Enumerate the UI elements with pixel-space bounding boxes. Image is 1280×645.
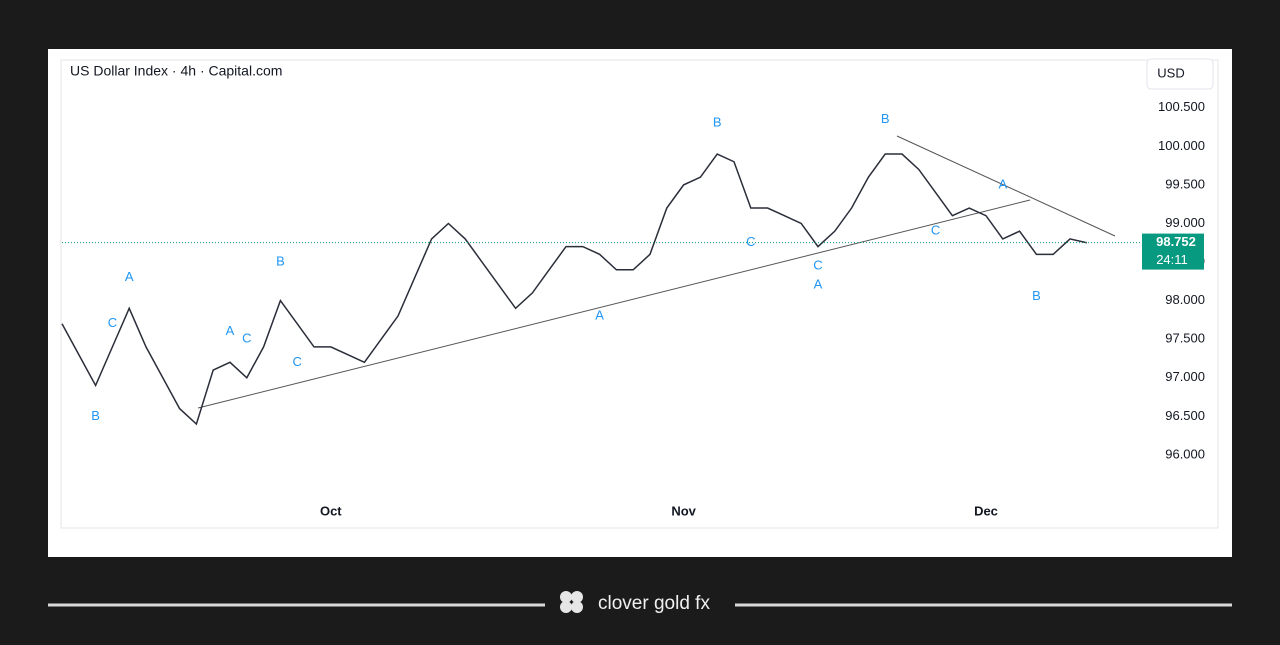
wave-label: A <box>998 176 1007 191</box>
wave-label: C <box>108 315 117 330</box>
wave-label: B <box>1032 288 1041 303</box>
chart-title: US Dollar Index · 4h · Capital.com <box>70 63 282 79</box>
wave-label: C <box>746 234 755 249</box>
y-tick-label: 96.000 <box>1165 446 1205 461</box>
clover-icon <box>560 591 583 613</box>
y-tick-label: 100.500 <box>1158 99 1205 114</box>
wave-label: C <box>931 223 940 238</box>
y-tick-label: 100.000 <box>1158 138 1205 153</box>
wave-label: A <box>226 323 235 338</box>
x-tick-label: Dec <box>974 503 998 518</box>
brand: clover gold fx <box>598 593 710 614</box>
y-tick-label: 98.000 <box>1165 292 1205 307</box>
currency-label: USD <box>1157 65 1184 80</box>
wave-label: B <box>881 111 890 126</box>
price-line <box>61 153 1087 426</box>
y-tick-label: 99.500 <box>1165 176 1205 191</box>
panel <box>48 49 1232 557</box>
x-tick-label: Nov <box>671 503 696 518</box>
wave-label: C <box>293 354 302 369</box>
wave-label: A <box>814 277 823 292</box>
y-tick-label: 97.500 <box>1165 331 1205 346</box>
y-tick-label: 99.000 <box>1165 215 1205 230</box>
wave-label: C <box>242 331 251 346</box>
y-tick-label: 97.000 <box>1165 369 1205 384</box>
wave-label: C <box>813 257 822 272</box>
chart-frame <box>60 59 1219 529</box>
price-tag-label: 98.752 <box>1156 234 1196 249</box>
wave-label: B <box>91 408 100 423</box>
trendline <box>197 199 1031 409</box>
wave-label: A <box>125 269 134 284</box>
countdown: 24:11 <box>1156 252 1188 267</box>
y-tick-label: 96.500 <box>1165 408 1205 423</box>
price-tag <box>1142 233 1204 270</box>
wave-label: B <box>713 115 722 130</box>
wave-label: B <box>276 253 285 268</box>
currency-button[interactable] <box>1146 58 1214 90</box>
wave-label: A <box>595 307 604 322</box>
x-tick-label: Oct <box>320 503 342 518</box>
trendline <box>896 135 1116 237</box>
